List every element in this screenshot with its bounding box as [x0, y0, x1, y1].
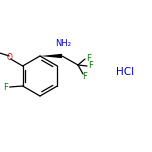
Text: F: F — [88, 62, 93, 71]
Text: F: F — [3, 83, 8, 92]
Text: F: F — [86, 54, 91, 63]
Text: NH₂: NH₂ — [55, 39, 71, 48]
Text: F: F — [83, 72, 87, 81]
Text: O: O — [7, 53, 13, 62]
Text: HCl: HCl — [116, 67, 134, 77]
Polygon shape — [40, 54, 62, 58]
